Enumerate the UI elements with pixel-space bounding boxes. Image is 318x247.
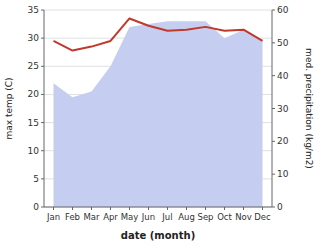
x-tick-label: Sep — [197, 212, 213, 222]
y-tick-label: 10 — [28, 146, 40, 156]
x-tick — [91, 207, 92, 210]
x-tick-label: Feb — [65, 212, 80, 222]
y-tick-label: 20 — [28, 89, 40, 99]
x-tick-label: Nov — [235, 212, 252, 222]
y2-tick — [272, 207, 275, 208]
x-tick — [129, 207, 130, 210]
y2-tick-label: 30 — [277, 104, 289, 114]
y2-tick-label: 20 — [277, 136, 289, 146]
x-tick-label: Mar — [83, 212, 100, 222]
x-tick-label: Jul — [161, 212, 172, 222]
x-axis-line — [44, 207, 272, 208]
y2-tick — [272, 10, 275, 11]
x-tick-label: Oct — [217, 212, 232, 222]
y-tick — [41, 150, 44, 151]
x-tick — [148, 207, 149, 210]
x-tick-label: May — [121, 212, 139, 222]
y2-tick-label: 10 — [277, 169, 289, 179]
grid-line — [44, 207, 272, 208]
y2-tick-label: 50 — [277, 38, 289, 48]
y-tick — [41, 66, 44, 67]
y-tick — [41, 122, 44, 123]
x-tick-label: Aug — [178, 212, 195, 222]
x-tick — [186, 207, 187, 210]
x-tick — [72, 207, 73, 210]
y-tick-label: 0 — [33, 202, 39, 212]
y-tick-label: 25 — [28, 61, 39, 71]
x-tick — [262, 207, 263, 210]
y-tick — [41, 38, 44, 39]
x-tick-label: Jun — [141, 212, 155, 222]
x-tick — [110, 207, 111, 210]
x-tick-label: Jan — [46, 212, 60, 222]
y2-tick — [272, 75, 275, 76]
y-tick — [41, 207, 44, 208]
x-tick — [205, 207, 206, 210]
y2-tick-label: 0 — [277, 202, 283, 212]
y-tick — [41, 178, 44, 179]
y2-tick-label: 60 — [277, 5, 289, 15]
x-tick — [243, 207, 244, 210]
y2-tick — [272, 141, 275, 142]
y2-tick — [272, 174, 275, 175]
grid-line — [44, 10, 272, 11]
plot-area — [54, 18, 263, 207]
x-tick — [167, 207, 168, 210]
x-tick-label: Dec — [254, 212, 271, 222]
x-axis-label: date (month) — [121, 230, 195, 241]
temp-line — [54, 18, 263, 50]
y-tick — [41, 10, 44, 11]
x-tick-label: Apr — [103, 212, 118, 222]
y2-tick-label: 40 — [277, 71, 289, 81]
y2-tick — [272, 42, 275, 43]
y-tick — [41, 94, 44, 95]
y-tick-label: 35 — [28, 5, 39, 15]
y-tick-label: 5 — [33, 174, 39, 184]
chart: 0 5 10 15 20 25 30 35 0 10 20 30 40 50 60 Jan FebMarAprM… — [0, 0, 318, 247]
y-tick-label: 30 — [28, 33, 40, 43]
y-axis-label: max temp (C) — [4, 77, 14, 139]
y-axis-line — [44, 10, 45, 207]
y2-tick — [272, 108, 275, 109]
precip-area — [54, 21, 263, 207]
x-tick — [53, 207, 54, 210]
x-tick — [224, 207, 225, 210]
y-tick-label: 15 — [28, 118, 39, 128]
y2-axis-label: med. precipitation (kg/m2) — [304, 48, 314, 169]
